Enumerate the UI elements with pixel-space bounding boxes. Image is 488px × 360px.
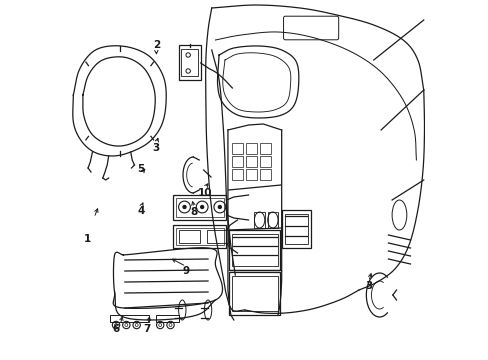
Bar: [284, 214, 307, 244]
Bar: [173, 195, 226, 220]
Bar: [232, 156, 242, 167]
Bar: [246, 169, 256, 180]
Text: 4: 4: [137, 206, 144, 216]
Bar: [260, 169, 270, 180]
Bar: [232, 143, 242, 154]
Bar: [246, 156, 256, 167]
Text: 9: 9: [182, 266, 189, 276]
Text: 8: 8: [190, 207, 197, 217]
Circle shape: [183, 206, 185, 208]
Bar: [260, 143, 270, 154]
Text: 3: 3: [152, 143, 160, 153]
Bar: [175, 228, 224, 245]
Bar: [260, 156, 270, 167]
Bar: [232, 169, 242, 180]
Bar: [181, 49, 197, 76]
Text: 6: 6: [112, 324, 120, 334]
Bar: [207, 230, 227, 243]
Bar: [175, 198, 224, 217]
Circle shape: [200, 206, 203, 208]
Text: 5: 5: [137, 164, 144, 174]
Bar: [267, 212, 278, 228]
Bar: [178, 45, 200, 80]
Bar: [229, 230, 280, 270]
Text: 1: 1: [84, 234, 91, 244]
Bar: [281, 210, 310, 248]
Text: 7: 7: [142, 324, 150, 334]
Bar: [229, 272, 280, 315]
Text: 3: 3: [365, 281, 371, 291]
Bar: [254, 212, 264, 228]
Text: 10: 10: [197, 188, 212, 198]
Bar: [179, 230, 200, 243]
Bar: [232, 276, 278, 311]
Bar: [110, 315, 149, 322]
Bar: [173, 225, 226, 248]
Circle shape: [218, 206, 221, 208]
Bar: [232, 234, 278, 266]
Text: 2: 2: [152, 40, 160, 50]
Bar: [246, 143, 256, 154]
Bar: [156, 315, 179, 322]
